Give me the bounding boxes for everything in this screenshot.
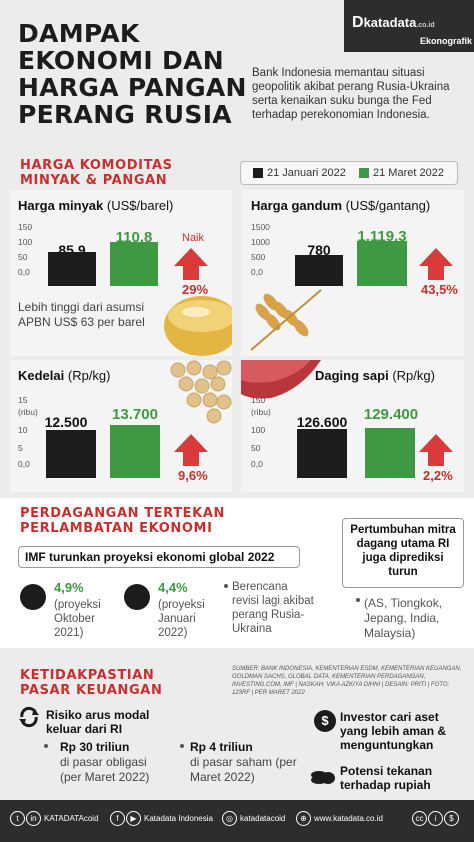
katadata-logo[interactable]: Dkatadata.co.id: [352, 14, 435, 31]
page-title: DAMPAK EKONOMI DAN HARGA PANGAN PERANG R…: [18, 19, 247, 129]
oil-label: Harga minyak (US$/barel): [18, 198, 174, 213]
youtube-icon[interactable]: ▶: [126, 811, 141, 826]
coins-icon: [311, 771, 335, 784]
projection-jan-icon: [124, 584, 150, 610]
outflow-text: Risiko arus modal keluar dari RI: [46, 708, 150, 736]
wheat-axis: 1500 1000 500 0,0: [251, 222, 270, 277]
beef-axis: 150 (ribu) 100 50 0,0: [251, 395, 271, 469]
bullet: [180, 744, 184, 748]
nc-icon: $: [444, 811, 459, 826]
beef-image: [241, 360, 321, 399]
oil-image: [164, 296, 232, 356]
bullet: [44, 744, 48, 748]
by-icon: i: [428, 811, 443, 826]
projection-jan-label: (proyeksi Januari 2022): [158, 599, 205, 639]
up-arrow-stem: [428, 266, 444, 280]
soybean-value-jan: 12.500: [44, 414, 88, 430]
bullet: [356, 598, 360, 602]
wheat-bar-mar: [357, 241, 407, 286]
up-arrow-icon: [419, 248, 453, 266]
cc-icon: cc: [412, 811, 427, 826]
up-arrow-icon: [174, 248, 208, 266]
legend-swatch-mar: [359, 168, 369, 178]
beef-label: Daging sapi (Rp/kg): [315, 368, 435, 383]
wheat-image: [250, 289, 322, 351]
sources: SUMBER: BANK INDONESIA, KEMENTERIAN ESDM…: [232, 666, 462, 696]
oil-bar-jan: [48, 252, 96, 286]
up-arrow-stem: [183, 266, 199, 280]
soybean-bar-mar: [110, 425, 160, 478]
wheat-bar-jan: [295, 255, 343, 286]
oil-note: Lebih tinggi dari asumsi APBN US$ 63 per…: [18, 300, 145, 329]
up-arrow-icon: [419, 434, 453, 452]
oil-up-label: Naik: [182, 232, 205, 244]
soybean-bar-jan: [46, 430, 96, 478]
investor-text: Investor cari aset yang lebih aman & men…: [340, 710, 447, 752]
footer-handle-2[interactable]: Katadata Indonesia: [144, 814, 213, 823]
panel-oil: Harga minyak (US$/barel) 150 100 50 0,0 85,…: [10, 190, 232, 356]
projection-oct-icon: [20, 584, 46, 610]
beef-bar-mar: [365, 428, 415, 478]
soybean-label: Kedelai (Rp/kg): [18, 368, 111, 383]
wheat-label: Harga gandum (US$/gantang): [251, 198, 431, 213]
logo-subtitle: Ekonografik: [420, 36, 473, 46]
legend-label-mar: 21 Maret 2022: [373, 167, 444, 179]
logo-background: [344, 0, 474, 52]
partners-list: (AS, Tiongkok, Jepang, India, Malaysia): [364, 596, 443, 640]
intro-text: Bank Indonesia memantau situasi geopolit…: [252, 67, 450, 121]
legend: 21 Januari 2022 21 Maret 2022: [240, 161, 458, 185]
finance-heading: KETIDAKPASTIAN PASAR KEUANGAN: [20, 668, 163, 698]
beef-value-jan: 126.600: [296, 414, 348, 430]
panel-wheat: Harga gandum (US$/gantang) 1500 1000 500 0,…: [241, 190, 464, 356]
beef-change: 2,2%: [423, 468, 453, 483]
oil-change: 29%: [182, 282, 209, 297]
beef-value-mar: 129.400: [363, 406, 419, 423]
bullet: [224, 584, 228, 588]
up-arrow-stem: [183, 452, 199, 466]
refresh-icon: [19, 706, 39, 728]
trade-heading: PERDAGANGAN TERTEKAN PERLAMBATAN EKONOMI: [20, 506, 225, 536]
bond-outflow: Rp 30 triliun di pasar obligasi (per Mar…: [60, 740, 150, 784]
partner-box: Pertumbuhan mitra dagang utama RI juga d…: [342, 518, 464, 588]
stock-outflow: Rp 4 triliun di pasar saham (per Maret 2…: [190, 740, 297, 784]
projection-oct-value: 4,9%: [54, 580, 84, 595]
beef-bar-jan: [297, 429, 347, 478]
revision-note: Berencana revisi lagi akibat perang Rusi…: [232, 581, 314, 635]
up-arrow-icon: [174, 434, 208, 452]
panel-beef: Daging sapi (Rp/kg) 150 (ribu) 100 50 0,0 12…: [241, 360, 464, 492]
wheat-value-mar: 1.119,3: [357, 228, 407, 245]
commodities-heading: HARGA KOMODITAS MINYAK & PANGAN: [20, 158, 173, 188]
trade-section: [0, 498, 474, 648]
oil-bar-mar: [110, 242, 158, 286]
rupiah-text: Potensi tekanan terhadap rupiah: [340, 764, 433, 792]
projection-oct-label: (proyeksi Oktober 2021): [54, 599, 101, 639]
footer-handle-3[interactable]: katadatacoid: [240, 814, 286, 823]
linkedin-icon[interactable]: in: [26, 811, 41, 826]
wheat-value-jan: 780: [307, 242, 331, 258]
up-arrow-stem: [428, 452, 444, 466]
footer-site[interactable]: www.katadata.co.id: [314, 814, 383, 823]
footer-handle-1[interactable]: KATADATAcoid: [44, 814, 99, 823]
money-bag-icon: $: [314, 710, 336, 732]
legend-label-jan: 21 Januari 2022: [267, 167, 346, 179]
panel-soybean: Kedelai (Rp/kg) 15 (ribu) 10 5 0,0 12.500 13…: [10, 360, 232, 492]
footer: t in KATADATAcoid f ▶ Katadata Indonesia…: [0, 800, 474, 842]
soybean-image: [170, 360, 232, 424]
wheat-change: 43,5%: [421, 282, 458, 297]
twitter-icon[interactable]: t: [10, 811, 25, 826]
instagram-icon[interactable]: ◎: [222, 811, 237, 826]
web-icon[interactable]: ⊕: [296, 811, 311, 826]
imf-box: IMF turunkan proyeksi ekonomi global 202…: [18, 546, 300, 568]
soybean-change: 9,6%: [178, 468, 208, 483]
soybean-axis: 15 (ribu) 10 5 0,0: [18, 395, 38, 469]
soybean-value-mar: 13.700: [112, 406, 158, 423]
oil-value-mar: 110,8: [115, 229, 153, 246]
facebook-icon[interactable]: f: [110, 811, 125, 826]
legend-swatch-jan: [253, 168, 263, 178]
projection-jan-value: 4,4%: [158, 580, 188, 595]
oil-axis: 150 100 50 0,0: [18, 222, 33, 277]
